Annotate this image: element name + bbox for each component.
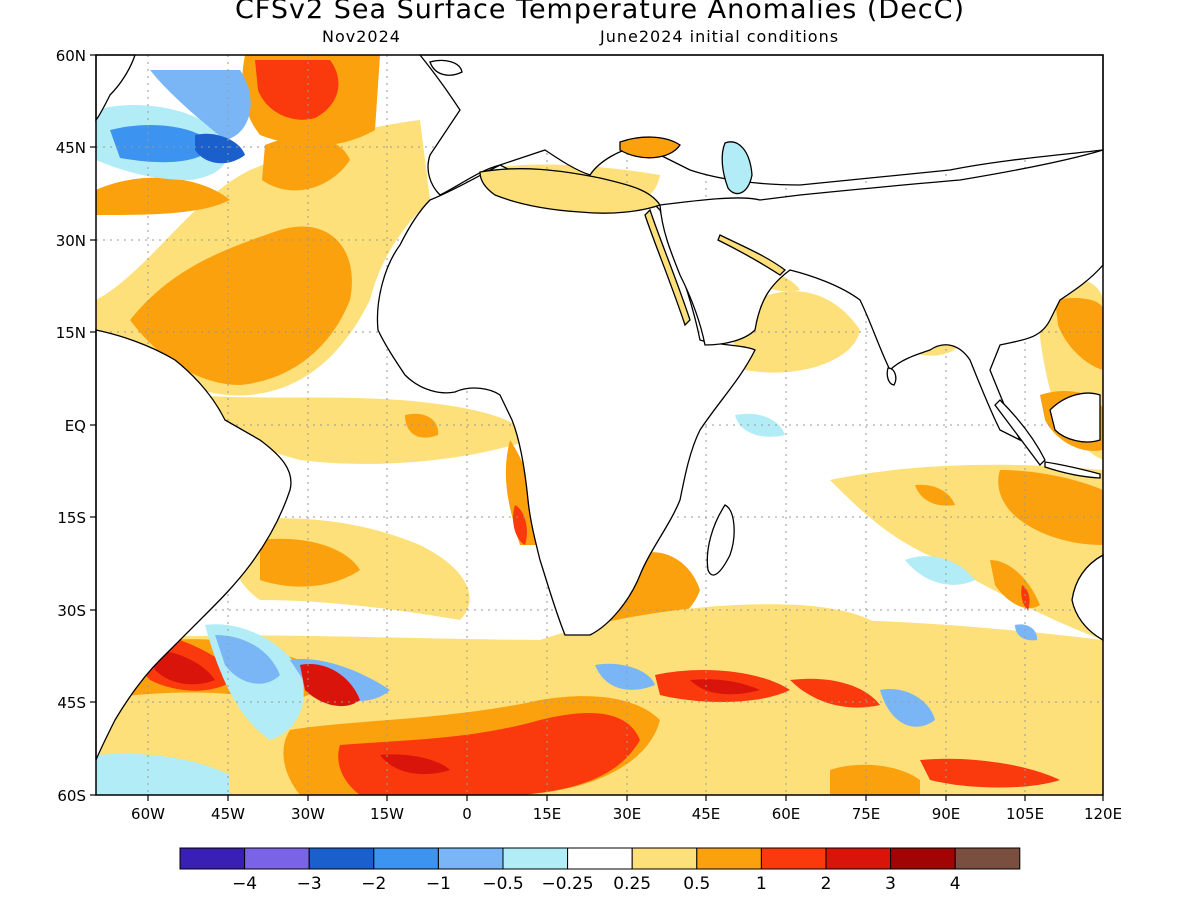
lon-label: 45W bbox=[211, 805, 245, 823]
madagascar bbox=[706, 504, 735, 576]
colorbar-label: 0.5 bbox=[683, 874, 710, 894]
colorbar-label: 4 bbox=[950, 874, 961, 894]
lat-label: 15S bbox=[57, 509, 86, 527]
iceland bbox=[429, 59, 463, 76]
colorbar-swatch bbox=[244, 847, 310, 870]
australia-edge bbox=[1071, 553, 1104, 642]
colorbar-label: 2 bbox=[821, 874, 832, 894]
lon-label: 15E bbox=[533, 805, 562, 823]
colorbar-swatch bbox=[890, 847, 956, 870]
land-masses bbox=[95, 54, 1104, 761]
lon-label: 60W bbox=[131, 805, 165, 823]
sri-lanka bbox=[886, 367, 897, 386]
lat-label: 45N bbox=[56, 139, 86, 157]
colorbar: −4 −3 −2 −1 −0.5 −0.25 0.25 0.5 1 2 3 4 bbox=[179, 847, 1021, 894]
colorbar-swatch bbox=[631, 847, 698, 870]
lat-label: EQ bbox=[65, 417, 86, 435]
forecast-month: Nov2024 bbox=[322, 27, 401, 46]
colorbar-swatch bbox=[696, 847, 762, 870]
colorbar-swatch bbox=[502, 847, 569, 870]
europe-landmass bbox=[418, 54, 1104, 196]
black-sea bbox=[619, 136, 681, 159]
lon-label: 60E bbox=[772, 805, 801, 823]
lon-label: 120E bbox=[1084, 805, 1122, 823]
latitude-axis: 60N 45N 30N 15N EQ 15S 30S 45S 60S bbox=[56, 47, 96, 805]
longitude-axis: 60W 45W 30W 15W 0 15E 30E 45E 60E 75E 90… bbox=[131, 795, 1122, 823]
colorbar-swatch bbox=[179, 847, 246, 870]
caspian-sea bbox=[721, 141, 753, 195]
anomaly-field bbox=[96, 55, 1103, 795]
lon-label: 30E bbox=[613, 805, 642, 823]
java bbox=[1044, 461, 1101, 479]
colorbar-label: −2 bbox=[361, 874, 386, 894]
colorbar-label: 0.25 bbox=[613, 874, 651, 894]
colorbar-swatch bbox=[760, 847, 827, 870]
colorbar-swatch bbox=[567, 847, 633, 870]
lat-label: 30S bbox=[57, 602, 86, 620]
colorbar-label: 1 bbox=[756, 874, 767, 894]
colorbar-label: −1 bbox=[426, 874, 451, 894]
lat-label: 15N bbox=[56, 324, 86, 342]
lon-label: 30W bbox=[291, 805, 325, 823]
colorbar-swatch bbox=[373, 847, 439, 870]
lat-label: 45S bbox=[57, 694, 86, 712]
colorbar-swatch bbox=[825, 847, 892, 870]
colorbar-label: −0.25 bbox=[542, 874, 594, 894]
colorbar-label: 3 bbox=[885, 874, 896, 894]
persian-gulf bbox=[717, 234, 786, 276]
lon-label: 15W bbox=[370, 805, 404, 823]
colorbar-label: −3 bbox=[297, 874, 322, 894]
lat-label: 30N bbox=[56, 232, 86, 250]
colorbar-swatch bbox=[437, 847, 504, 870]
north-america-landmass bbox=[95, 54, 136, 122]
colorbar-label: −4 bbox=[232, 874, 257, 894]
lon-label: 75E bbox=[852, 805, 881, 823]
colorbar-swatch bbox=[308, 847, 375, 870]
red-sea bbox=[644, 208, 691, 327]
arabia-asia-landmass bbox=[659, 149, 1104, 442]
lon-label: 105E bbox=[1006, 805, 1044, 823]
sumatra bbox=[994, 399, 1046, 466]
borneo bbox=[1049, 392, 1101, 443]
south-america-landmass bbox=[95, 329, 292, 761]
map-title: CFSv2 Sea Surface Temperature Anomalies … bbox=[234, 0, 966, 25]
colorbar-swatch bbox=[954, 847, 1021, 870]
lat-label: 60N bbox=[56, 47, 86, 65]
lon-label: 90E bbox=[932, 805, 961, 823]
initial-conditions: June2024 initial conditions bbox=[600, 27, 840, 46]
colorbar-label: −0.5 bbox=[482, 874, 523, 894]
lat-label: 60S bbox=[57, 787, 86, 805]
lon-label: 0 bbox=[462, 805, 472, 823]
lon-label: 45E bbox=[692, 805, 721, 823]
mediterranean-sea bbox=[479, 168, 662, 214]
